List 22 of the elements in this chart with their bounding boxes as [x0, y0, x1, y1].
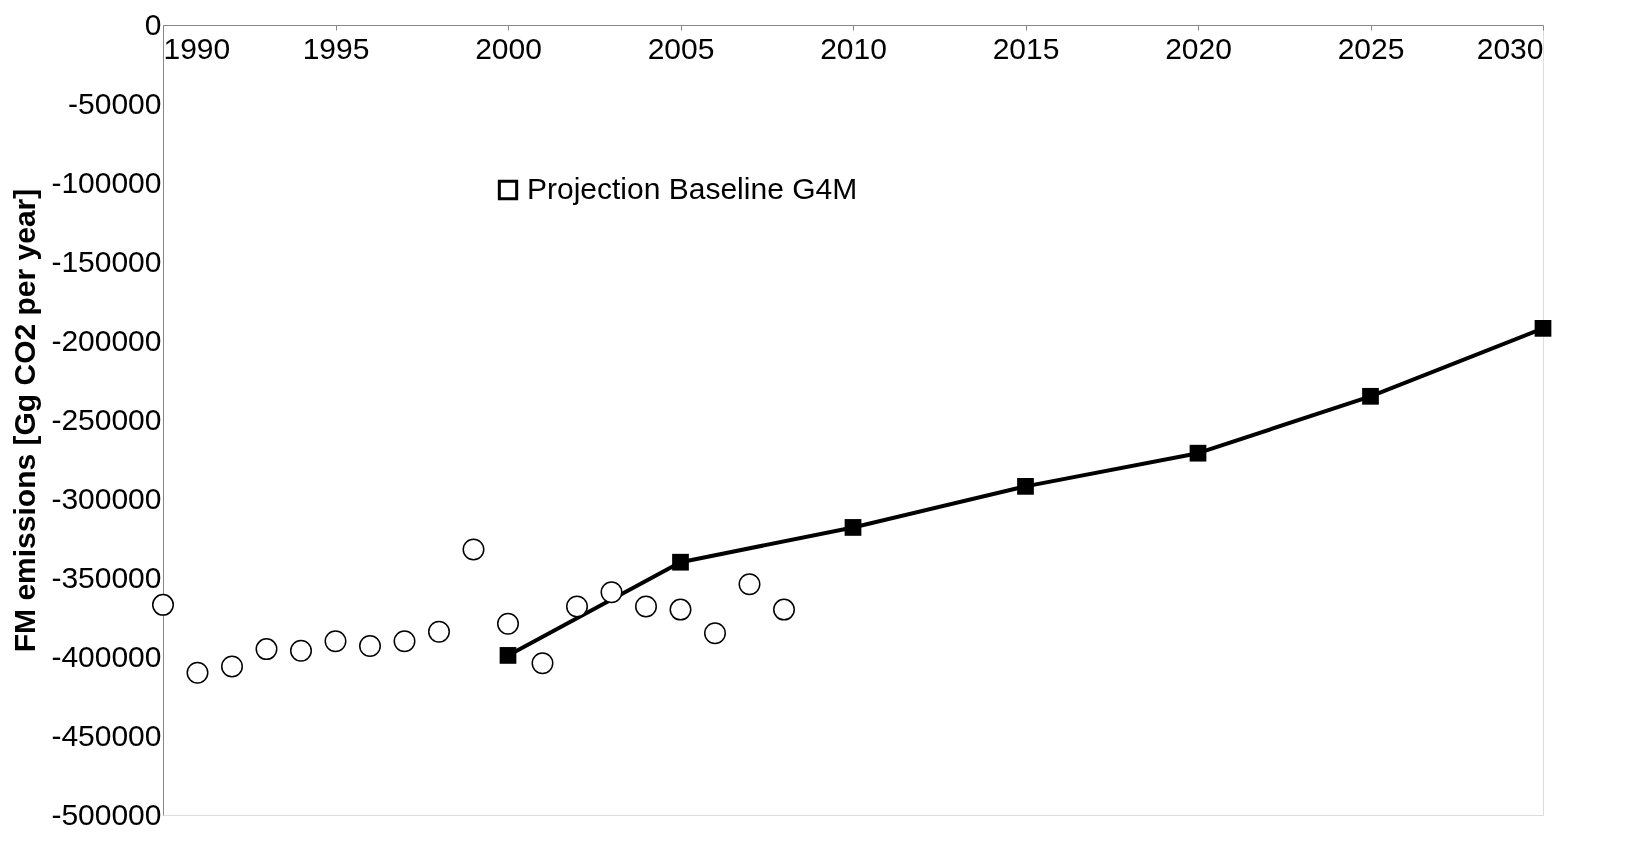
y-tick-label: -450000 — [51, 718, 162, 752]
x-tick-label: 2015 — [992, 31, 1060, 65]
y-tick-label: -150000 — [51, 244, 162, 278]
legend-label: Projection Baseline G4M — [527, 172, 858, 205]
y-tick-label: -250000 — [51, 402, 162, 436]
y-tick-label: -50000 — [68, 86, 162, 120]
y-tick-label: -200000 — [51, 323, 162, 357]
y-tick-label: -350000 — [51, 560, 162, 594]
x-tick-label: 2030 — [1476, 31, 1544, 65]
x-tick-label: 2010 — [820, 31, 887, 65]
x-tick-label: 2005 — [647, 31, 715, 65]
x-tick-label: 1990 — [163, 31, 231, 65]
y-tick-label: 0 — [144, 7, 162, 41]
x-tick-label: 2020 — [1165, 31, 1232, 65]
x-tick-label: 2025 — [1337, 31, 1405, 65]
y-tick-label: -100000 — [51, 165, 162, 199]
y-tick-label: -300000 — [51, 481, 162, 515]
x-tick-label: 1995 — [302, 31, 370, 65]
y-axis-title: FM emissions [Gg CO2 per year] — [8, 188, 42, 653]
x-tick-label: 2000 — [475, 31, 542, 65]
y-tick-label: -400000 — [51, 639, 162, 673]
y-tick-label: -500000 — [51, 797, 162, 831]
